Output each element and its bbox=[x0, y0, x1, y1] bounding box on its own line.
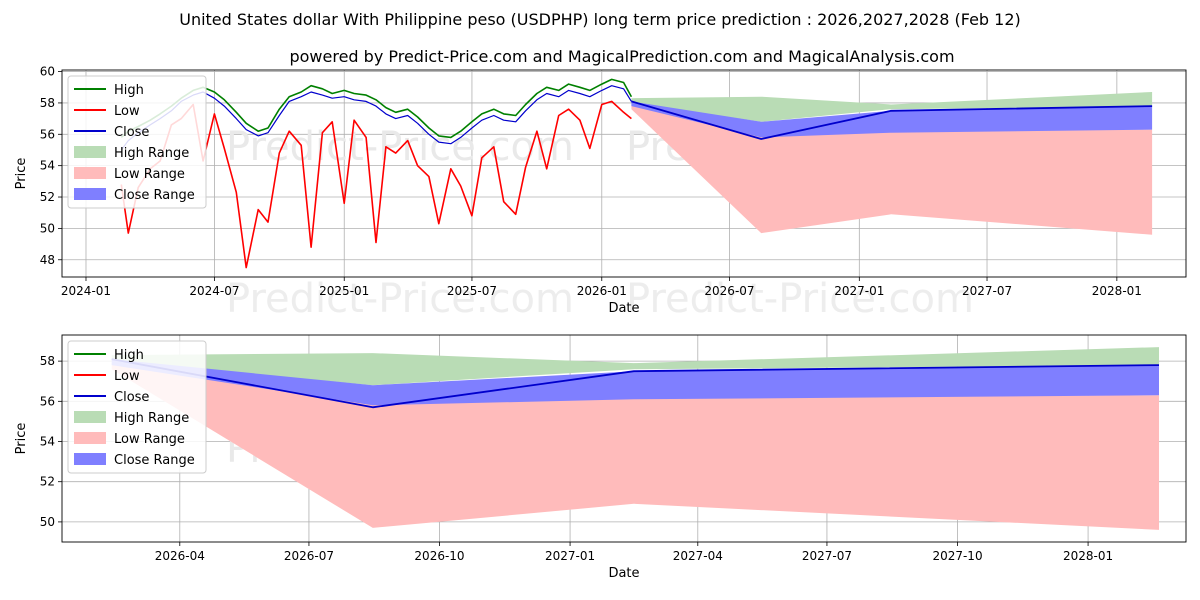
x-tick-label: 2027-07 bbox=[802, 549, 852, 563]
forecast-close-line bbox=[111, 358, 1160, 409]
legend-label: Close Range bbox=[114, 188, 195, 203]
y-tick-label: 50 bbox=[40, 221, 55, 235]
watermark-text: Predict-Price.com bbox=[626, 276, 974, 322]
watermark-text: Predict-Price.com bbox=[226, 276, 574, 322]
legend-label: Low Range bbox=[114, 167, 185, 182]
y-tick-label: 50 bbox=[40, 515, 55, 529]
legend-label: Close bbox=[114, 125, 149, 140]
x-tick-label: 2027-01 bbox=[545, 549, 595, 563]
legend-swatch-patch bbox=[74, 432, 106, 444]
high-range-band bbox=[111, 347, 1160, 386]
legend-label: Low bbox=[114, 104, 140, 119]
close-range-band bbox=[631, 101, 1153, 138]
x-tick-label: 2025-01 bbox=[319, 284, 369, 298]
legend: High Low Close High Range Low Range Close Ran… bbox=[67, 75, 207, 209]
x-axis-label: Date bbox=[608, 566, 639, 581]
forecast-chart-panel: Predict-Price.comPredict-Price.com2026-0… bbox=[14, 334, 1187, 581]
plot-frame bbox=[61, 334, 1187, 543]
y-tick-label: 56 bbox=[40, 394, 55, 408]
plot-area bbox=[111, 347, 1160, 530]
x-axis-label: Date bbox=[608, 301, 639, 316]
x-tick-label: 2027-07 bbox=[962, 284, 1012, 298]
y-tick-label: 52 bbox=[40, 475, 55, 489]
x-tick-label: 2026-10 bbox=[414, 549, 464, 563]
x-tick-label: 2025-07 bbox=[447, 284, 497, 298]
x-tick-label: 2028-01 bbox=[1092, 284, 1142, 298]
history-chart-panel: Predict-Price.com Predict-Price.com Predic… bbox=[14, 65, 1187, 322]
x-tick-label: 2027-01 bbox=[834, 284, 884, 298]
y-tick-label: 54 bbox=[40, 435, 55, 449]
x-tick-label: 2027-10 bbox=[932, 549, 982, 563]
x-tick-label: 2026-07 bbox=[704, 284, 754, 298]
y-tick-label: 60 bbox=[40, 65, 55, 79]
x-tick-label: 2026-04 bbox=[155, 549, 205, 563]
watermark-text: Predict-Price.com bbox=[226, 124, 574, 170]
y-tick-label: 58 bbox=[40, 96, 55, 110]
y-axis-label: Price bbox=[14, 423, 29, 455]
y-tick-label: 54 bbox=[40, 159, 55, 173]
y-tick-label: 48 bbox=[40, 253, 55, 267]
legend-label: High bbox=[114, 348, 144, 363]
y-tick-label: 52 bbox=[40, 190, 55, 204]
legend-swatch-patch bbox=[74, 411, 106, 423]
chart-title: United States dollar With Philippine pes… bbox=[179, 10, 1021, 29]
x-tick-label: 2024-07 bbox=[189, 284, 239, 298]
legend-label: Close Range bbox=[114, 453, 195, 468]
legend-swatch-patch bbox=[74, 167, 106, 179]
legend-label: High Range bbox=[114, 146, 189, 161]
legend: High Low Close High Range Low Range Close Ran… bbox=[67, 340, 207, 474]
close-range-band bbox=[111, 359, 1160, 406]
y-axis-label: Price bbox=[14, 158, 29, 190]
legend-label: Low Range bbox=[114, 432, 185, 447]
plot-area bbox=[120, 78, 1153, 269]
x-tick-label: 2024-01 bbox=[61, 284, 111, 298]
x-tick-label: 2026-07 bbox=[284, 549, 334, 563]
plot-frame bbox=[61, 69, 1187, 278]
legend-label: Close bbox=[114, 390, 149, 405]
x-tick-label: 2026-01 bbox=[577, 284, 627, 298]
forecast-close-line bbox=[631, 100, 1153, 140]
y-tick-label: 58 bbox=[40, 354, 55, 368]
legend-swatch-patch bbox=[74, 188, 106, 200]
chart-subtitle: powered by Predict-Price.com and Magical… bbox=[289, 47, 954, 66]
y-tick-label: 56 bbox=[40, 127, 55, 141]
x-tick-label: 2028-01 bbox=[1063, 549, 1113, 563]
legend-label: High Range bbox=[114, 411, 189, 426]
high-range-band bbox=[631, 92, 1153, 122]
legend-label: Low bbox=[114, 369, 140, 384]
legend-swatch-patch bbox=[74, 453, 106, 465]
legend-swatch-patch bbox=[74, 146, 106, 158]
x-tick-label: 2027-04 bbox=[673, 549, 723, 563]
legend-label: High bbox=[114, 83, 144, 98]
